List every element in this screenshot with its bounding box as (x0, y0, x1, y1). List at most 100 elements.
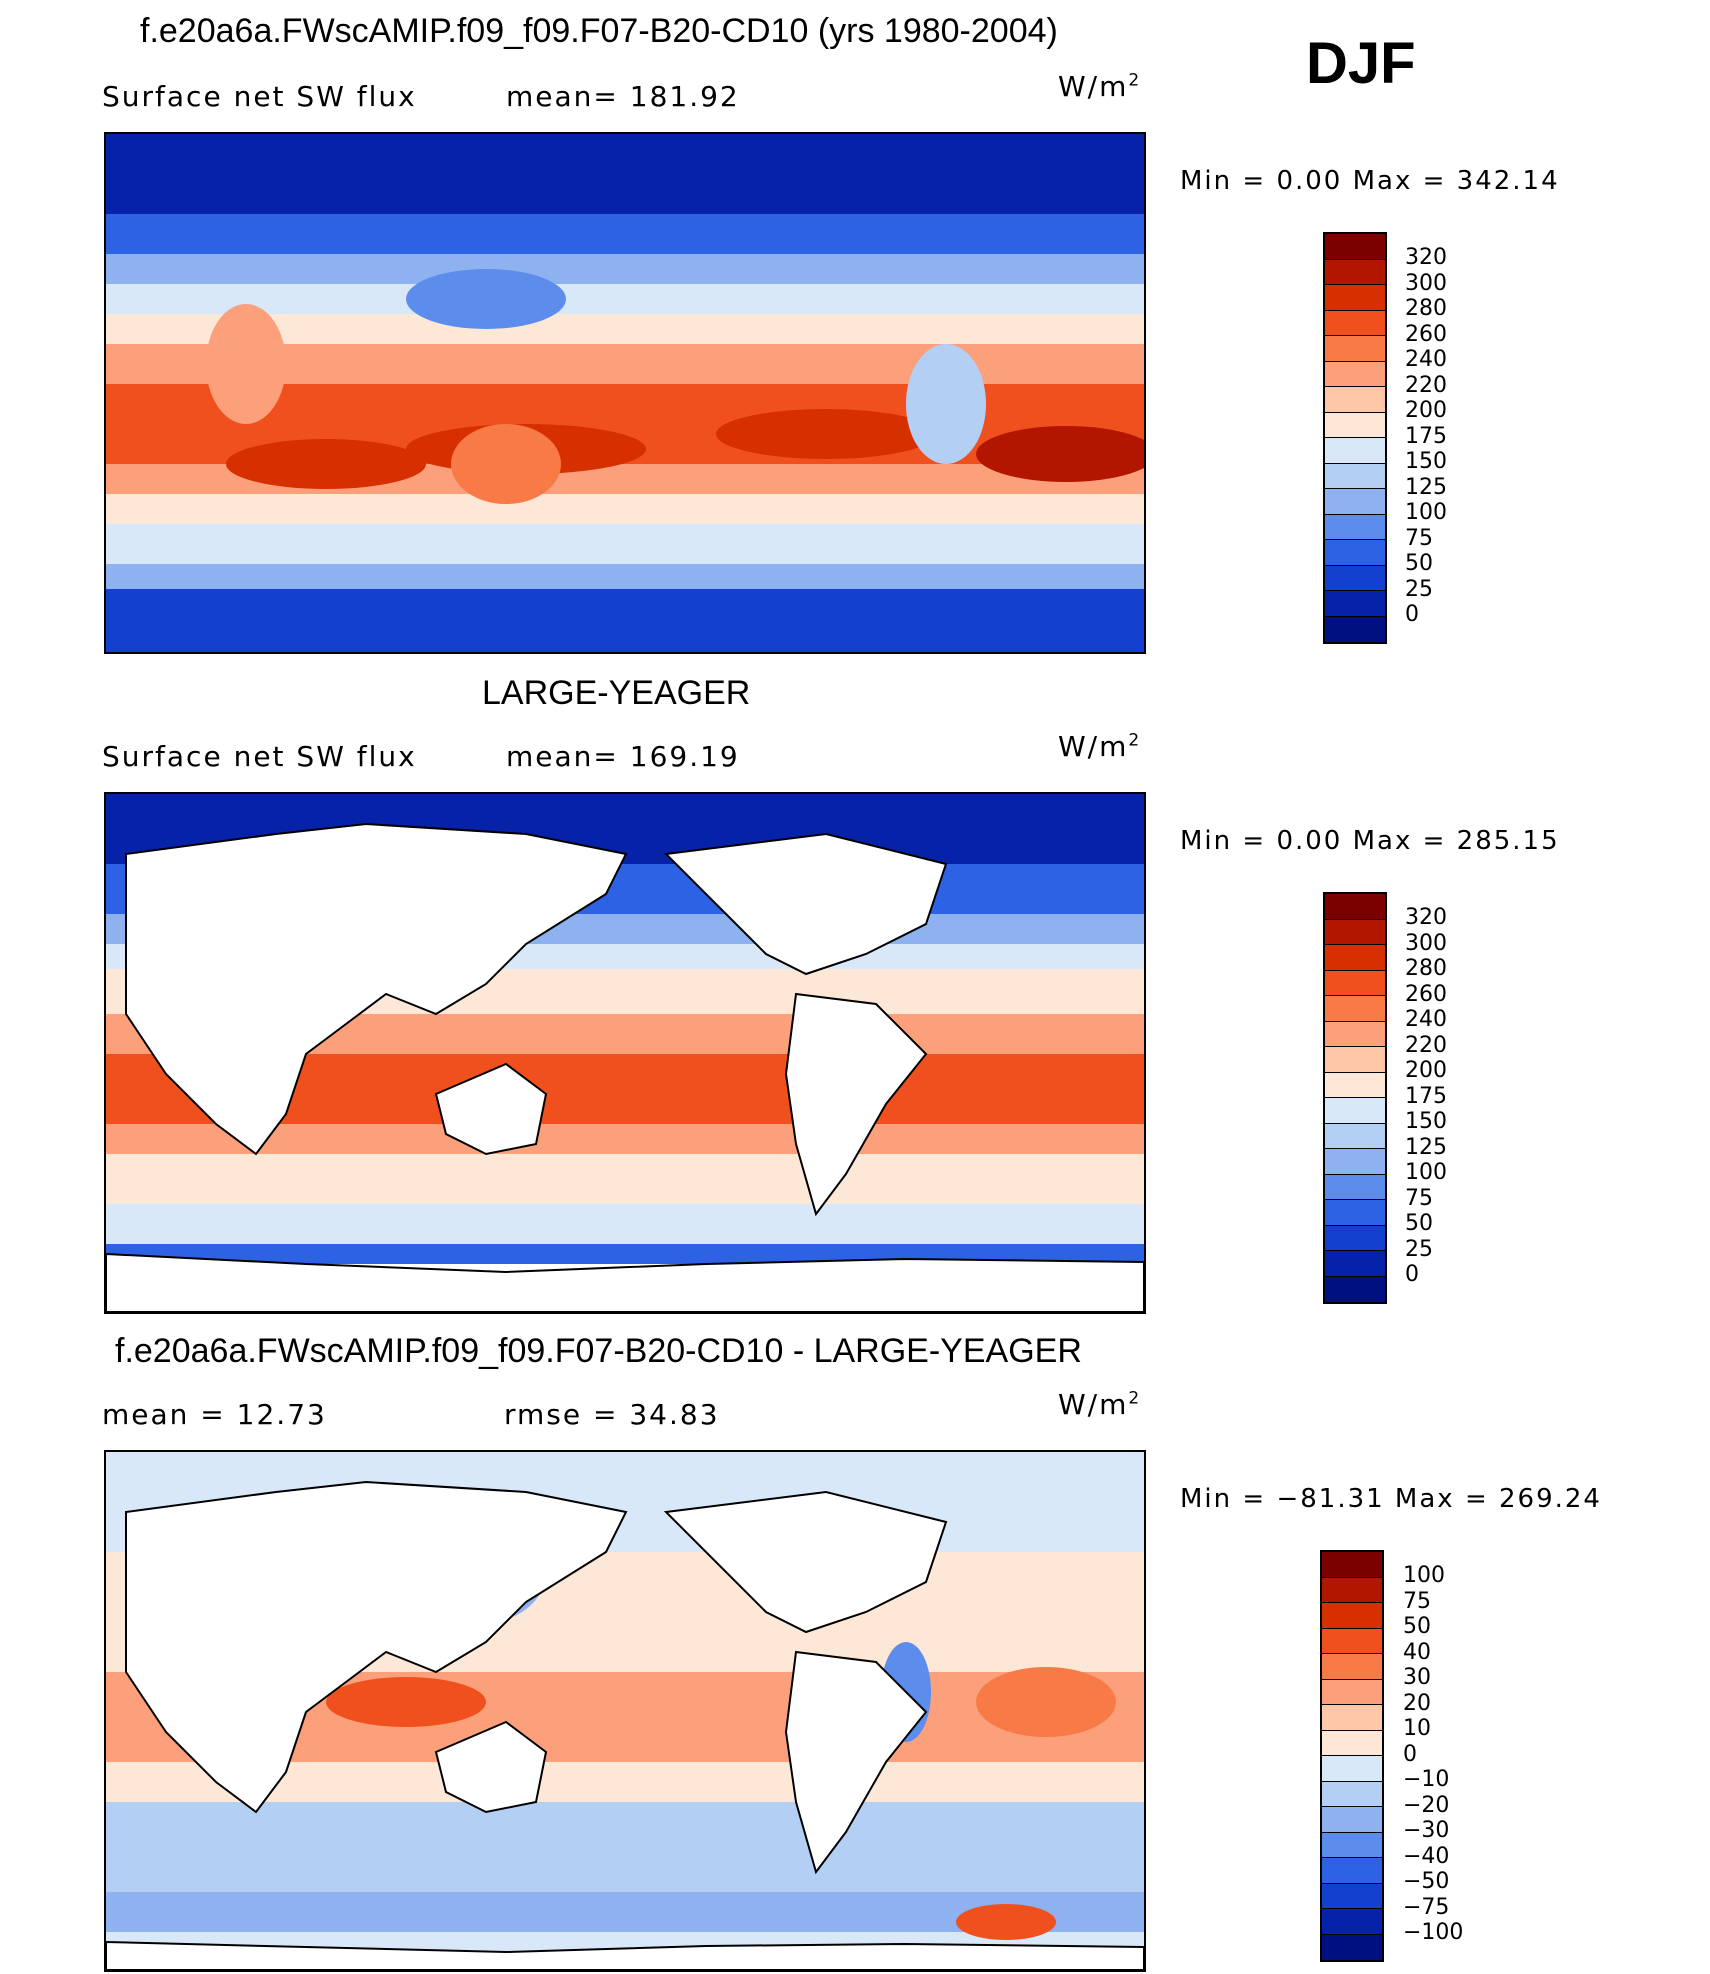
panel-1-colorbar (1323, 232, 1387, 644)
colorbar-tick-label: 200 (1405, 1058, 1447, 1083)
colorbar-tick-label: 50 (1403, 1614, 1431, 1639)
colorbar-swatch (1322, 1934, 1382, 1960)
colorbar-swatch (1325, 970, 1385, 996)
panel-2-map (104, 792, 1146, 1314)
colorbar-swatch (1325, 894, 1385, 920)
panel-3-units: W/m2 (1058, 1388, 1142, 1421)
colorbar-swatch (1325, 1225, 1385, 1251)
panel-1-mean: mean= 181.92 (506, 80, 740, 113)
colorbar-tick-label: 40 (1403, 1639, 1431, 1665)
colorbar-tick-label: 175 (1405, 1083, 1447, 1109)
colorbar-tick-label: 75 (1403, 1588, 1431, 1614)
panel-1-colorbar-labels: 320 300 280 260 240 220 200 175 150 125 100 75 50 25 0 (1405, 245, 1447, 628)
colorbar-tick-label: 100 (1405, 500, 1447, 525)
colorbar-swatch (1325, 310, 1385, 336)
colorbar-swatch (1325, 259, 1385, 285)
colorbar-tick-label: 280 (1405, 956, 1447, 981)
colorbar-swatch (1325, 1098, 1385, 1124)
panel-1-minmax: Min = 0.00 Max = 342.14 (1180, 166, 1560, 196)
colorbar-tick-label: 30 (1403, 1665, 1431, 1690)
colorbar-tick-label: −50 (1403, 1869, 1450, 1894)
panel-2-title: LARGE-YEAGER (482, 674, 751, 712)
colorbar-swatch (1325, 1251, 1385, 1277)
colorbar-swatch (1325, 1200, 1385, 1226)
panel-3-minmax: Min = −81.31 Max = 269.24 (1180, 1484, 1602, 1514)
colorbar-swatch (1325, 1123, 1385, 1149)
colorbar-swatch (1322, 1679, 1382, 1705)
colorbar-swatch (1325, 996, 1385, 1022)
panel-3-colorbar (1320, 1550, 1384, 1962)
colorbar-swatch (1322, 1628, 1382, 1654)
colorbar-tick-label: 200 (1405, 398, 1447, 423)
colorbar-tick-label: 240 (1405, 1007, 1447, 1032)
colorbar-tick-label: 280 (1405, 296, 1447, 321)
colorbar-swatch (1325, 565, 1385, 591)
colorbar-tick-label: 10 (1403, 1716, 1431, 1741)
season-label: DJF (1306, 31, 1416, 96)
colorbar-tick-label: 20 (1403, 1690, 1431, 1716)
panel-3-mean: mean = 12.73 (102, 1398, 327, 1431)
colorbar-swatch (1322, 1883, 1382, 1909)
colorbar-tick-label: 25 (1405, 1236, 1433, 1262)
colorbar-swatch (1325, 616, 1385, 642)
colorbar-tick-label: 175 (1405, 423, 1447, 449)
colorbar-tick-label: 75 (1405, 525, 1433, 551)
colorbar-swatch (1325, 361, 1385, 387)
colorbar-swatch (1322, 1858, 1382, 1884)
colorbar-tick-label: 300 (1405, 930, 1447, 956)
colorbar-tick-label: −20 (1403, 1792, 1450, 1818)
colorbar-tick-label: 50 (1405, 551, 1433, 576)
colorbar-swatch (1325, 540, 1385, 566)
colorbar-swatch (1325, 387, 1385, 413)
colorbar-tick-label: −40 (1403, 1843, 1450, 1869)
colorbar-tick-label: −100 (1403, 1920, 1464, 1945)
colorbar-tick-label: 25 (1405, 576, 1433, 602)
colorbar-tick-label: 150 (1405, 449, 1447, 474)
colorbar-swatch (1325, 1047, 1385, 1073)
colorbar-swatch (1325, 285, 1385, 311)
colorbar-swatch (1322, 1603, 1382, 1629)
colorbar-tick-label: 125 (1405, 1134, 1447, 1160)
colorbar-swatch (1322, 1807, 1382, 1833)
colorbar-swatch (1325, 336, 1385, 362)
colorbar-swatch (1325, 1149, 1385, 1175)
panel-2-left-label: Surface net SW flux (102, 740, 417, 773)
colorbar-swatch (1322, 1552, 1382, 1578)
colorbar-swatch (1325, 1174, 1385, 1200)
colorbar-swatch (1325, 945, 1385, 971)
panel-1-title: f.e20a6a.FWscAMIP.f09_f09.F07-B20-CD10 (… (140, 12, 1058, 50)
panel-3-title: f.e20a6a.FWscAMIP.f09_f09.F07-B20-CD10 -… (115, 1332, 1082, 1370)
colorbar-tick-label: 0 (1405, 602, 1419, 627)
panel-1-units: W/m2 (1058, 70, 1142, 103)
colorbar-tick-label: 220 (1405, 1032, 1447, 1058)
colorbar-swatch (1325, 1072, 1385, 1098)
colorbar-tick-label: 150 (1405, 1109, 1447, 1134)
colorbar-tick-label: 125 (1405, 474, 1447, 500)
colorbar-swatch (1322, 1756, 1382, 1782)
panel-2-colorbar (1323, 892, 1387, 1304)
colorbar-tick-label: 0 (1405, 1262, 1419, 1287)
colorbar-swatch (1322, 1577, 1382, 1603)
colorbar-tick-label: 0 (1403, 1741, 1417, 1767)
panel-2-units: W/m2 (1058, 730, 1142, 763)
colorbar-swatch (1325, 591, 1385, 617)
colorbar-tick-label: 300 (1405, 270, 1447, 296)
colorbar-swatch (1325, 1021, 1385, 1047)
colorbar-tick-label: −10 (1403, 1767, 1450, 1792)
colorbar-tick-label: 75 (1405, 1185, 1433, 1211)
colorbar-swatch (1322, 1654, 1382, 1680)
colorbar-tick-label: 260 (1405, 981, 1447, 1007)
colorbar-tick-label: 260 (1405, 321, 1447, 347)
panel-3-rmse: rmse = 34.83 (504, 1398, 720, 1431)
panel-1-map (104, 132, 1146, 654)
colorbar-swatch (1322, 1730, 1382, 1756)
colorbar-tick-label: 50 (1405, 1211, 1433, 1236)
colorbar-swatch (1322, 1909, 1382, 1935)
panel-1-left-label: Surface net SW flux (102, 80, 417, 113)
colorbar-swatch (1322, 1705, 1382, 1731)
panel-2-minmax: Min = 0.00 Max = 285.15 (1180, 826, 1560, 856)
colorbar-swatch (1325, 489, 1385, 515)
panel-2-mean: mean= 169.19 (506, 740, 740, 773)
panel-3-map (104, 1450, 1146, 1972)
colorbar-swatch (1322, 1781, 1382, 1807)
